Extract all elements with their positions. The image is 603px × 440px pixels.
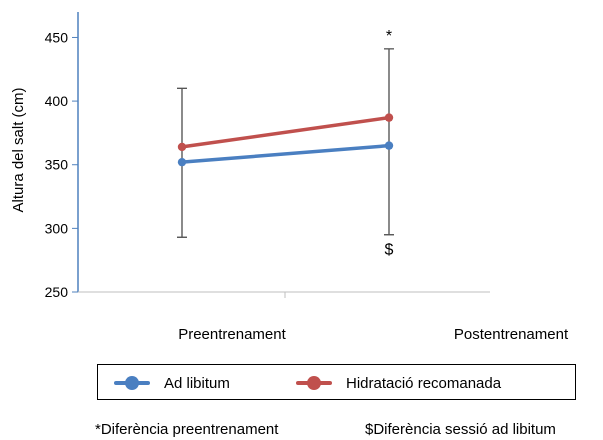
annotations: *$	[385, 28, 394, 259]
category-label-pre: Preentrenament	[178, 326, 286, 343]
series-line-1	[180, 143, 391, 164]
annotation-1: *	[386, 28, 392, 45]
y-axis-title: Altura del salt (cm)	[10, 87, 27, 212]
legend: Ad libitum Hidratació recomanada	[97, 364, 576, 400]
y-tick-label: 400	[45, 93, 69, 109]
y-tick-label: 300	[45, 220, 69, 236]
legend-label-hidratacio: Hidratació recomanada	[346, 374, 502, 392]
legend-swatch-ad-libitum	[112, 373, 152, 393]
y-tick-label: 250	[45, 284, 69, 300]
series-point-2-2	[384, 113, 394, 122]
series-line-2	[180, 115, 391, 149]
series-layer	[177, 113, 394, 167]
y-ticks: 250 300 350 400 450	[45, 29, 78, 300]
footnote-preentrenament: *Diferència preentrenament	[95, 421, 279, 438]
footnote-ad-libitum: $Diferència sessió ad libitum	[365, 421, 556, 438]
series-point-1-2	[384, 141, 394, 150]
annotation-2: $	[385, 242, 394, 259]
legend-swatch-hidratacio	[294, 373, 334, 393]
category-label-post: Postentrenament	[454, 326, 569, 343]
y-tick-label: 450	[45, 29, 69, 45]
series-point-1-1	[177, 157, 187, 167]
legend-item-ad-libitum: Ad libitum	[112, 365, 230, 401]
legend-label-ad-libitum: Ad libitum	[164, 374, 230, 392]
series-point-2-1	[177, 142, 187, 152]
y-tick-label: 350	[45, 157, 69, 173]
legend-item-hidratacio: Hidratació recomanada	[294, 365, 501, 401]
